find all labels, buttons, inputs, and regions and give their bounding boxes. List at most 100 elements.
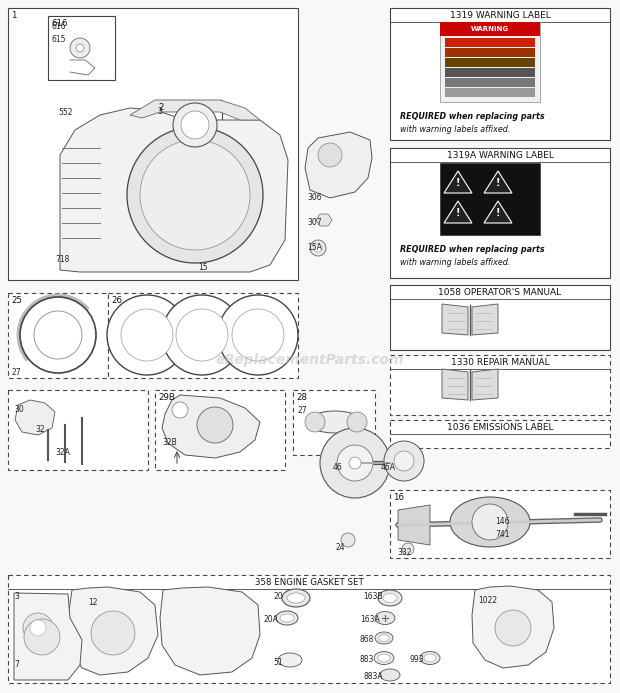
Circle shape — [384, 441, 424, 481]
Text: 1330 REPAIR MANUAL: 1330 REPAIR MANUAL — [451, 358, 549, 367]
Circle shape — [107, 295, 187, 375]
Text: 163A: 163A — [360, 615, 379, 624]
Circle shape — [495, 610, 531, 646]
Text: WARNING: WARNING — [471, 26, 509, 32]
Text: 26: 26 — [111, 296, 122, 305]
Circle shape — [347, 412, 367, 432]
Text: 1319 WARNING LABEL: 1319 WARNING LABEL — [450, 11, 551, 20]
Text: 883: 883 — [360, 655, 374, 664]
Polygon shape — [305, 132, 372, 198]
Circle shape — [127, 127, 263, 263]
Text: 7: 7 — [14, 660, 19, 669]
Ellipse shape — [378, 590, 402, 606]
Circle shape — [305, 412, 325, 432]
Circle shape — [140, 140, 250, 250]
Ellipse shape — [379, 635, 389, 642]
Bar — [155, 390, 285, 470]
Text: !: ! — [496, 208, 500, 218]
Ellipse shape — [375, 632, 393, 644]
Text: 1: 1 — [11, 11, 17, 20]
Ellipse shape — [278, 653, 302, 667]
Text: 883A: 883A — [363, 672, 383, 681]
Bar — [8, 293, 108, 378]
Bar — [8, 390, 148, 470]
Circle shape — [341, 533, 355, 547]
Text: 30: 30 — [14, 405, 24, 414]
Text: 28: 28 — [296, 393, 307, 402]
Polygon shape — [472, 304, 498, 335]
Text: 2: 2 — [158, 103, 164, 112]
Ellipse shape — [424, 654, 436, 662]
Polygon shape — [14, 593, 82, 680]
Bar — [8, 575, 610, 683]
Bar — [390, 355, 610, 415]
Polygon shape — [162, 395, 260, 458]
Polygon shape — [316, 214, 332, 226]
Bar — [293, 390, 375, 455]
Circle shape — [318, 143, 342, 167]
Text: 3: 3 — [14, 592, 19, 601]
Circle shape — [70, 38, 90, 58]
Circle shape — [20, 297, 96, 373]
Text: 27: 27 — [12, 368, 22, 377]
Circle shape — [394, 451, 414, 471]
Bar — [390, 490, 610, 558]
Bar — [445, 68, 535, 77]
Circle shape — [76, 44, 84, 52]
Text: 29B: 29B — [158, 393, 175, 402]
Bar — [445, 58, 535, 67]
Bar — [8, 8, 298, 280]
Ellipse shape — [287, 593, 305, 603]
Text: 20: 20 — [273, 592, 283, 601]
Polygon shape — [444, 201, 472, 223]
Text: REQUIRED when replacing parts: REQUIRED when replacing parts — [400, 112, 544, 121]
Text: 32: 32 — [35, 425, 45, 434]
Bar — [390, 420, 610, 448]
Ellipse shape — [380, 669, 400, 681]
Polygon shape — [484, 171, 512, 193]
Text: 307: 307 — [307, 218, 322, 227]
Bar — [48, 16, 115, 80]
Polygon shape — [444, 171, 472, 193]
Polygon shape — [60, 108, 288, 272]
Text: !: ! — [456, 178, 460, 188]
Text: 12: 12 — [88, 598, 97, 607]
Text: 15A: 15A — [307, 243, 322, 252]
Bar — [440, 22, 540, 102]
Polygon shape — [130, 100, 260, 120]
Text: 16: 16 — [393, 493, 404, 502]
Ellipse shape — [280, 614, 294, 622]
Circle shape — [162, 295, 242, 375]
Circle shape — [181, 111, 209, 139]
Polygon shape — [15, 400, 55, 435]
Text: 46: 46 — [333, 463, 343, 472]
Ellipse shape — [276, 611, 298, 625]
Text: 1036 EMISSIONS LABEL: 1036 EMISSIONS LABEL — [447, 423, 553, 432]
Circle shape — [218, 295, 298, 375]
Bar — [390, 8, 610, 140]
Polygon shape — [160, 587, 260, 675]
Circle shape — [232, 309, 284, 361]
Text: 1022: 1022 — [478, 596, 497, 605]
Text: 616: 616 — [52, 22, 66, 31]
Bar — [445, 78, 535, 87]
Text: 616: 616 — [51, 19, 68, 28]
Text: 15: 15 — [198, 263, 208, 272]
Circle shape — [91, 611, 135, 655]
Circle shape — [402, 543, 414, 555]
Text: 51: 51 — [273, 658, 283, 667]
Text: 868: 868 — [360, 635, 374, 644]
Text: 163B: 163B — [363, 592, 383, 601]
Circle shape — [30, 620, 46, 636]
Text: 552: 552 — [58, 108, 73, 117]
Ellipse shape — [375, 611, 395, 624]
Text: 993: 993 — [410, 655, 425, 664]
Ellipse shape — [378, 654, 390, 662]
Circle shape — [310, 240, 326, 256]
Ellipse shape — [420, 651, 440, 665]
Polygon shape — [472, 586, 554, 668]
Text: 3: 3 — [157, 107, 162, 116]
Circle shape — [349, 457, 361, 469]
Polygon shape — [68, 587, 158, 675]
Bar — [445, 38, 535, 47]
